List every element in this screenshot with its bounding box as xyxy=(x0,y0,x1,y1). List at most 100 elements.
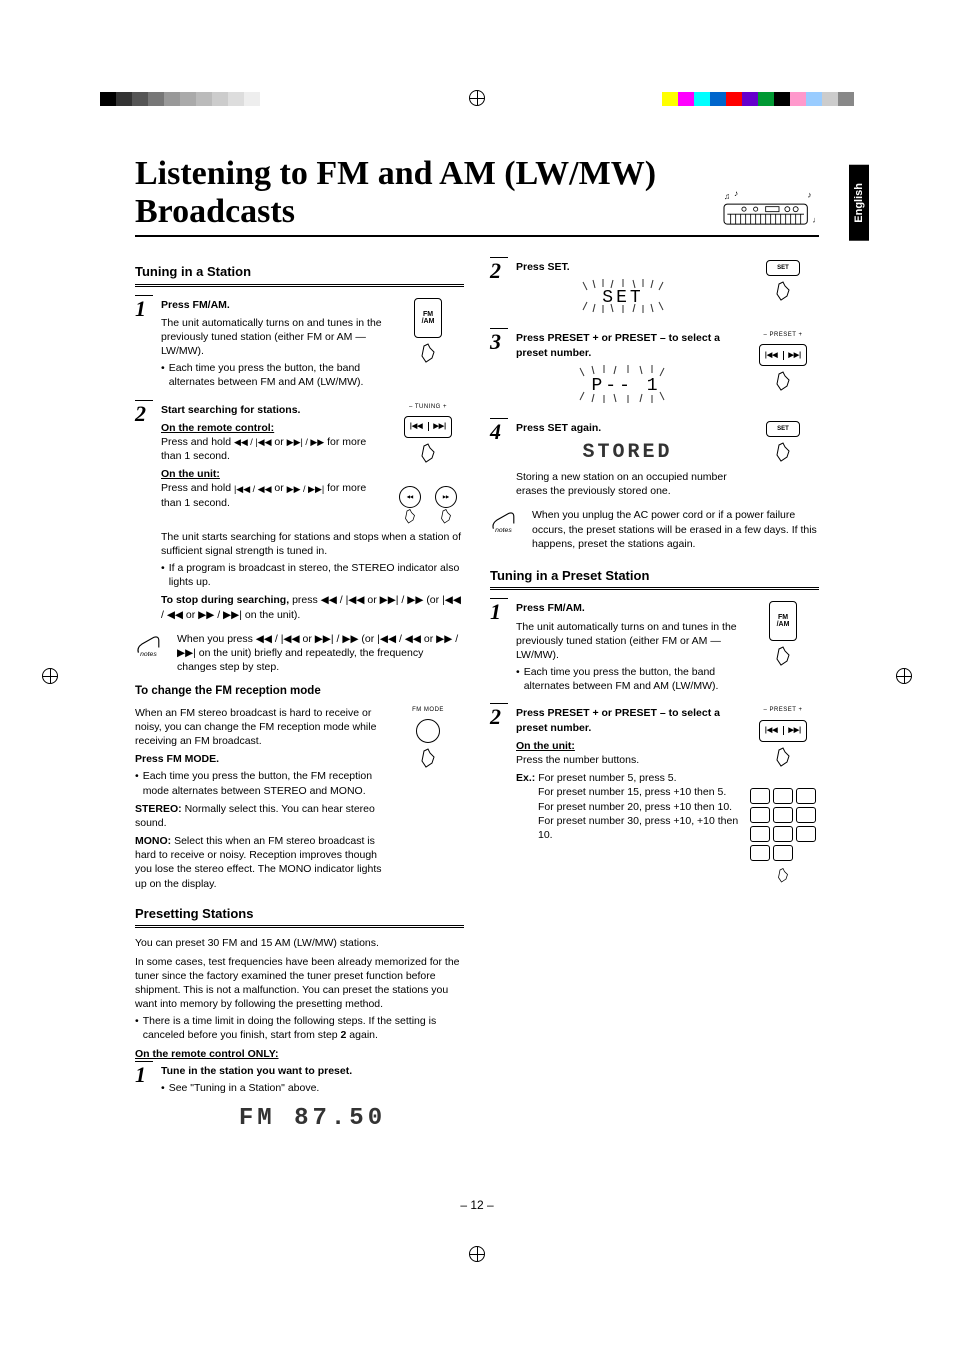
step2-remote: Press and hold ◀◀ / |◀◀ or ▶▶| / ▶▶ for … xyxy=(161,435,384,463)
preset-step-2: 2 Press SET. xyxy=(490,257,819,318)
press-hand-icon xyxy=(771,746,795,770)
preset-s1-bullet: See "Tuning in a Station" above. xyxy=(169,1081,320,1095)
step1-bullet: Each time you press the button, the band… xyxy=(169,361,384,389)
fm-am-button-icon: FM/AM xyxy=(769,601,797,641)
tp-s1-body: The unit automatically turns on and tune… xyxy=(516,620,739,663)
mono-label: MONO: xyxy=(135,835,171,847)
note-text: When you press ◀◀ / |◀◀ or ▶▶| / ▶▶ (or … xyxy=(177,632,464,675)
tp-s1-line: Press FM/AM. xyxy=(516,602,585,614)
numpad-icon xyxy=(750,788,816,861)
preset-limit: There is a time limit in doing the follo… xyxy=(143,1014,464,1042)
step2-after: The unit starts searching for stations a… xyxy=(161,530,464,558)
svg-text:notes: notes xyxy=(495,527,512,534)
tuning-buttons-icon: |◀◀ ▶▶| xyxy=(404,416,452,438)
press-hand-icon xyxy=(774,867,792,885)
tp-step-1: 1 Press FM/AM. The unit automatically tu… xyxy=(490,598,819,693)
step2-unit: Press and hold |◀◀ / ◀◀ or ▶▶ / ▶▶| for … xyxy=(161,481,384,509)
title-text: Listening to FM and AM (LW/MW) Broadcast… xyxy=(135,155,711,231)
s3-text: Press PRESET + or PRESET – to select a p… xyxy=(516,332,720,358)
tp-step-2: 2 Press PRESET + or PRESET – to select a… xyxy=(490,703,819,884)
lcd-stored: STORED xyxy=(516,439,739,466)
step1-action: Press FM/AM. xyxy=(161,299,230,311)
on-remote-label: On the remote control: xyxy=(161,422,274,434)
s4-text: Press SET again. xyxy=(516,422,601,434)
registration-mark-icon xyxy=(42,668,58,684)
registration-mark-icon xyxy=(469,90,485,106)
notes-icon: notes xyxy=(135,632,169,658)
press-hand-icon xyxy=(771,370,795,394)
press-hand-icon xyxy=(401,508,419,526)
right-column: 2 Press SET. xyxy=(490,257,819,1145)
color-bar-icon xyxy=(662,92,854,106)
stereo-label: STEREO: xyxy=(135,803,182,815)
preset-s1-text: Tune in the station you want to preset. xyxy=(161,1065,352,1077)
preset-label-2: – PRESET + xyxy=(763,706,802,714)
remote-only-label: On the remote control ONLY: xyxy=(135,1048,279,1060)
step2-bullet: If a program is broadcast in stereo, the… xyxy=(169,561,464,589)
down-knob-icon: ◀◀ xyxy=(399,486,421,508)
tuning-station-header: Tuning in a Station xyxy=(135,263,464,287)
on-unit-label-2: On the unit: xyxy=(516,740,575,752)
svg-text:♫: ♫ xyxy=(724,192,730,201)
fm-mode-header: To change the FM reception mode xyxy=(135,684,464,700)
svg-text:♩: ♩ xyxy=(812,216,819,225)
svg-text:♪: ♪ xyxy=(807,191,811,200)
svg-text:♪: ♪ xyxy=(734,189,738,198)
fm-mode-btn-label: FM MODE xyxy=(412,706,444,714)
preset-step-3: 3 Press PRESET + or PRESET – to select a… xyxy=(490,328,819,408)
tuning-label: – TUNING + xyxy=(409,403,447,411)
fm-mode-button-icon xyxy=(416,719,440,743)
content-area: Listening to FM and AM (LW/MW) Broadcast… xyxy=(135,155,819,1222)
set-button-icon: SET xyxy=(766,421,800,437)
step-2: 2 Start searching for stations. On the r… xyxy=(135,400,464,622)
ex-label: Ex.: xyxy=(516,772,535,784)
fm-am-button-icon: FM/AM xyxy=(414,298,442,338)
preset-buttons-icon: |◀◀ ▶▶| xyxy=(759,720,807,742)
press-hand-icon xyxy=(416,342,440,366)
step1-desc: The unit automatically turns on and tune… xyxy=(161,316,384,359)
up-knob-icon: ▶▶ xyxy=(435,486,457,508)
ex1: For preset number 5, press 5. xyxy=(538,772,676,784)
preset-step-4: 4 Press SET again. STORED Storing a new … xyxy=(490,418,819,499)
burst-icon: P-- 1 xyxy=(568,364,688,404)
grayscale-bar-icon xyxy=(100,92,276,106)
tp-s2-line1: Press PRESET + or PRESET – to select a p… xyxy=(516,707,720,733)
mono-text: Select this when an FM stereo broadcast … xyxy=(135,835,381,890)
language-tab: English xyxy=(849,165,869,241)
preset-note: In some cases, test frequencies have bee… xyxy=(135,955,464,1012)
preset-label: – PRESET + xyxy=(763,331,802,339)
fm-mode-bullet: Each time you press the button, the FM r… xyxy=(143,769,384,797)
page-title: Listening to FM and AM (LW/MW) Broadcast… xyxy=(135,155,819,237)
lcd-p1: P-- 1 xyxy=(516,364,739,408)
tune-preset-header: Tuning in a Preset Station xyxy=(490,567,819,591)
fm-mode-p1: When an FM stereo broadcast is hard to r… xyxy=(135,706,384,749)
preset-buttons-icon: |◀◀ ▶▶| xyxy=(759,344,807,366)
unplug-note: When you unplug the AC power cord or if … xyxy=(532,508,819,551)
presetting-header: Presetting Stations xyxy=(135,905,464,929)
step2-stop: To stop during searching, press ◀◀ / |◀◀… xyxy=(161,593,464,621)
step-1: 1 Press FM/AM. The unit automatically tu… xyxy=(135,295,464,390)
svg-text:P-- 1: P-- 1 xyxy=(591,376,660,396)
svg-text:SET: SET xyxy=(602,288,643,308)
press-hand-icon xyxy=(416,747,440,771)
set-button-icon: SET xyxy=(766,260,800,276)
fm-mode-p2: Press FM MODE. xyxy=(135,753,219,765)
notes-icon: notes xyxy=(490,508,524,534)
registration-mark-icon xyxy=(469,1246,485,1262)
press-hand-icon xyxy=(771,280,795,304)
press-hand-icon xyxy=(416,442,440,466)
ex4: For preset number 30, press +10, +10 the… xyxy=(516,814,739,842)
left-column: Tuning in a Station 1 Press FM/AM. The u… xyxy=(135,257,464,1145)
svg-text:notes: notes xyxy=(140,651,157,658)
ex2: For preset number 15, press +10 then 5. xyxy=(516,785,739,799)
burst-icon: SET xyxy=(573,278,683,314)
step2-action: Start searching for stations. xyxy=(161,404,300,416)
page: English Listening to FM and AM (LW/MW) B… xyxy=(0,0,954,1352)
s4-note: Storing a new station on an occupied num… xyxy=(516,470,739,498)
keyboard-illustration-icon: ♫ ♪ ♪ ♩ xyxy=(719,189,819,231)
preset-step-1: 1 Tune in the station you want to preset… xyxy=(135,1061,464,1136)
registration-mark-icon xyxy=(896,668,912,684)
note-box-2: notes When you unplug the AC power cord … xyxy=(490,508,819,551)
press-hand-icon xyxy=(771,645,795,669)
preset-intro: You can preset 30 FM and 15 AM (LW/MW) s… xyxy=(135,936,464,950)
